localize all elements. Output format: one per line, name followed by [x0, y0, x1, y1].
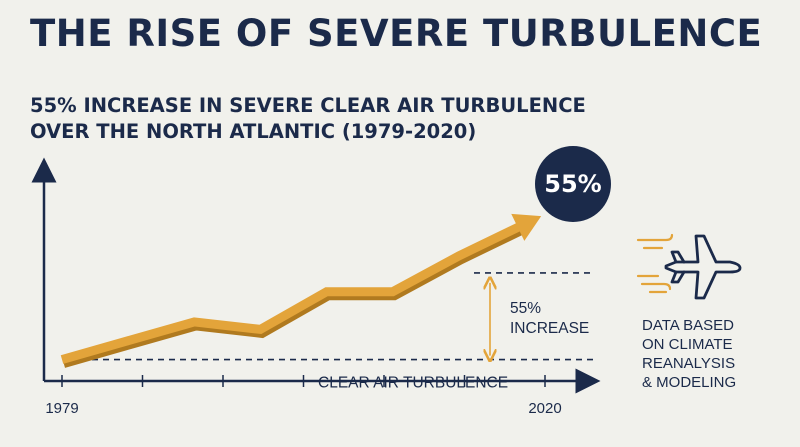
baseline-label: CLEAR AIR TURBULENCE: [318, 375, 508, 392]
chart-subtitle: 55% INCREASE IN SEVERE CLEAR AIR TURBULE…: [30, 93, 650, 145]
plane-graphic: [636, 226, 746, 306]
series-line: [60, 219, 527, 364]
wind-lines-icon: [636, 233, 674, 294]
note-line-2: ON CLIMATE: [642, 336, 733, 353]
reference-lines: [92, 272, 594, 361]
series-arrowhead: [511, 213, 542, 241]
subtitle-line-2: OVER THE NORTH ATLANTIC (1979-2020): [30, 120, 477, 143]
percent-badge: 55%: [535, 146, 611, 222]
x-tick-label-end: 2020: [528, 400, 561, 417]
airplane-icon: [664, 234, 742, 300]
note-line-4: & MODELING: [642, 374, 737, 391]
data-source-note: DATA BASED ON CLIMATE REANALYSIS & MODEL…: [642, 316, 736, 392]
note-line-3: REANALYSIS: [642, 355, 736, 372]
x-tick-label-start: 1979: [45, 400, 78, 417]
turbulence-series: [60, 213, 542, 368]
chart-labels: 1979 2020 CLEAR AIR TURBULENCE 55% INCREASE: [45, 300, 589, 417]
subtitle-line-1: 55% INCREASE IN SEVERE CLEAR AIR TURBULE…: [30, 94, 586, 117]
increase-label-percent: 55%: [510, 300, 541, 317]
page-title: THE RISE OF SEVERE TURBULENCE: [30, 12, 763, 55]
x-axis-ticks: [61, 375, 546, 387]
increase-label-word: INCREASE: [510, 320, 589, 337]
axes: [31, 157, 601, 394]
note-line-1: DATA BASED: [642, 317, 734, 334]
